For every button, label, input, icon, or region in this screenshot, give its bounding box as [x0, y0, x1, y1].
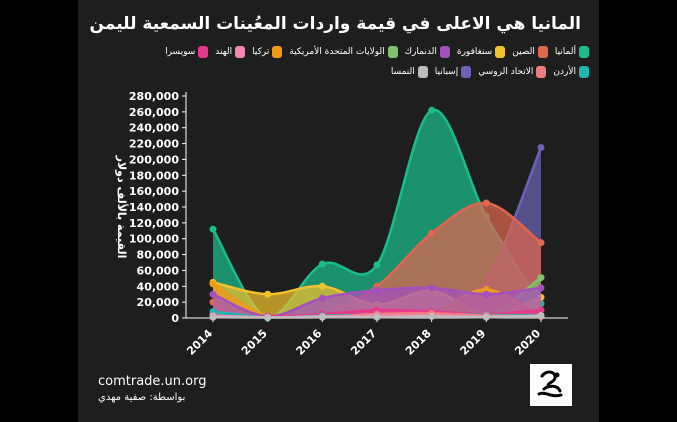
y-tick-label: 180,000: [129, 169, 179, 182]
legend-swatch: [537, 46, 548, 58]
legend-item[interactable]: الدنمارك: [405, 46, 450, 58]
data-point: [318, 294, 326, 302]
legend-swatch: [417, 66, 428, 78]
y-axis-label: القيمة بالألف دولار: [115, 155, 129, 259]
credit-text: بواسطة: صفية مهدي: [98, 392, 186, 403]
data-point: [428, 106, 436, 114]
y-tick-label: 200,000: [129, 153, 179, 166]
x-tick-label: 2018: [403, 327, 434, 358]
legend-label: سويسرا: [165, 47, 196, 57]
legend-label: الصين: [512, 47, 535, 57]
y-tick-label: 80,000: [137, 249, 180, 262]
data-point: [373, 261, 381, 269]
data-point: [373, 286, 381, 294]
legend-label: الهند: [215, 47, 233, 57]
source-text: comtrade.un.org: [98, 374, 207, 389]
y-tick-label: 280,000: [129, 90, 179, 103]
chart-card: المانيا هي الاعلى في قيمة واردات المعُين…: [78, 0, 599, 422]
data-point: [482, 290, 490, 298]
ear-hand-logo-mark: [537, 370, 563, 398]
data-point: [537, 144, 545, 152]
data-point: [428, 312, 436, 320]
data-point: [209, 290, 217, 298]
legend-label: سنغافورة: [456, 47, 493, 57]
data-point: [482, 313, 490, 321]
legend-row-2: الأردن الاتحاد الروسي إسبانيا النمسا: [88, 66, 589, 78]
legend-item[interactable]: ألمانيا: [555, 46, 589, 58]
legend-swatch: [536, 66, 547, 78]
data-point: [537, 306, 545, 314]
legend-swatch: [387, 46, 398, 58]
y-tick-label: 140,000: [129, 201, 179, 214]
legend-item[interactable]: تركيا: [252, 46, 283, 58]
x-tick-label: 2017: [348, 327, 379, 358]
legend-item[interactable]: سنغافورة: [456, 46, 506, 58]
legend-swatch: [235, 46, 246, 58]
data-point: [209, 280, 217, 288]
y-tick-label: 260,000: [129, 106, 179, 119]
legend-swatch: [198, 46, 209, 58]
y-tick-label: 240,000: [129, 122, 179, 135]
legend-label: الاتحاد الروسي: [478, 67, 534, 77]
legend-swatch: [579, 46, 589, 58]
x-tick-label: 2020: [512, 327, 543, 358]
legend-swatch: [495, 46, 506, 58]
area-chart: 0 20,000 40,000 60,000 80,000 100,000 120,000 1…: [115, 90, 568, 358]
legend-label: النمسا: [390, 67, 415, 77]
series-area: [213, 202, 541, 318]
y-tick-label: 120,000: [129, 217, 179, 230]
data-point: [537, 274, 545, 282]
ear-hand-logo: [530, 364, 572, 406]
chart-title: المانيا هي الاعلى في قيمة واردات المعُين…: [89, 14, 581, 34]
data-point: [318, 260, 326, 268]
data-point: [209, 313, 217, 321]
legend-label: الولايات المتحدة الأمريكية: [289, 47, 385, 57]
y-tick-label: 0: [171, 312, 179, 325]
data-point: [537, 239, 545, 247]
data-point: [264, 290, 272, 298]
legend-item[interactable]: الاتحاد الروسي: [478, 66, 547, 78]
legend-item[interactable]: الولايات المتحدة الأمريكية: [289, 46, 398, 58]
legend-label: تركيا: [252, 47, 270, 57]
legend-item[interactable]: النمسا: [391, 66, 428, 78]
legend-item[interactable]: الصين: [512, 46, 548, 58]
data-point: [482, 199, 490, 207]
y-tick-label: 60,000: [137, 264, 180, 277]
x-tick-label: 2019: [458, 327, 489, 358]
legend-label: الدنمارك: [404, 47, 437, 57]
y-tick-label: 20,000: [137, 296, 180, 309]
y-tick-label: 100,000: [129, 233, 179, 246]
x-tick-label: 2016: [294, 327, 325, 358]
data-point: [428, 284, 436, 292]
data-point: [209, 225, 217, 233]
data-point: [318, 282, 326, 290]
legend-item[interactable]: إسبانيا: [434, 66, 472, 78]
y-tick-label: 40,000: [137, 280, 180, 293]
legend-row-1: ألمانيا الصين سنغافورة الدنمارك الولايات الم…: [88, 46, 589, 58]
legend-item[interactable]: الهند: [215, 46, 246, 58]
data-point: [537, 312, 545, 320]
legend-label: الأردن: [553, 67, 576, 77]
legend-swatch: [461, 66, 472, 78]
y-tick-label: 160,000: [129, 185, 179, 198]
data-point: [318, 313, 326, 321]
legend-item[interactable]: الأردن: [553, 66, 589, 78]
legend-label: ألمانيا: [554, 47, 576, 57]
data-point: [428, 229, 436, 237]
data-point: [373, 313, 381, 321]
x-tick-label: 2015: [239, 327, 270, 358]
legend-item[interactable]: سويسرا: [165, 46, 209, 58]
legend-swatch: [272, 46, 283, 58]
y-tick-label: 220,000: [129, 138, 179, 151]
legend-label: إسبانيا: [434, 67, 459, 77]
legend-swatch: [439, 46, 450, 58]
legend-swatch: [579, 66, 589, 78]
data-point: [264, 314, 272, 322]
x-tick-label: 2014: [184, 327, 215, 358]
data-point: [537, 284, 545, 292]
